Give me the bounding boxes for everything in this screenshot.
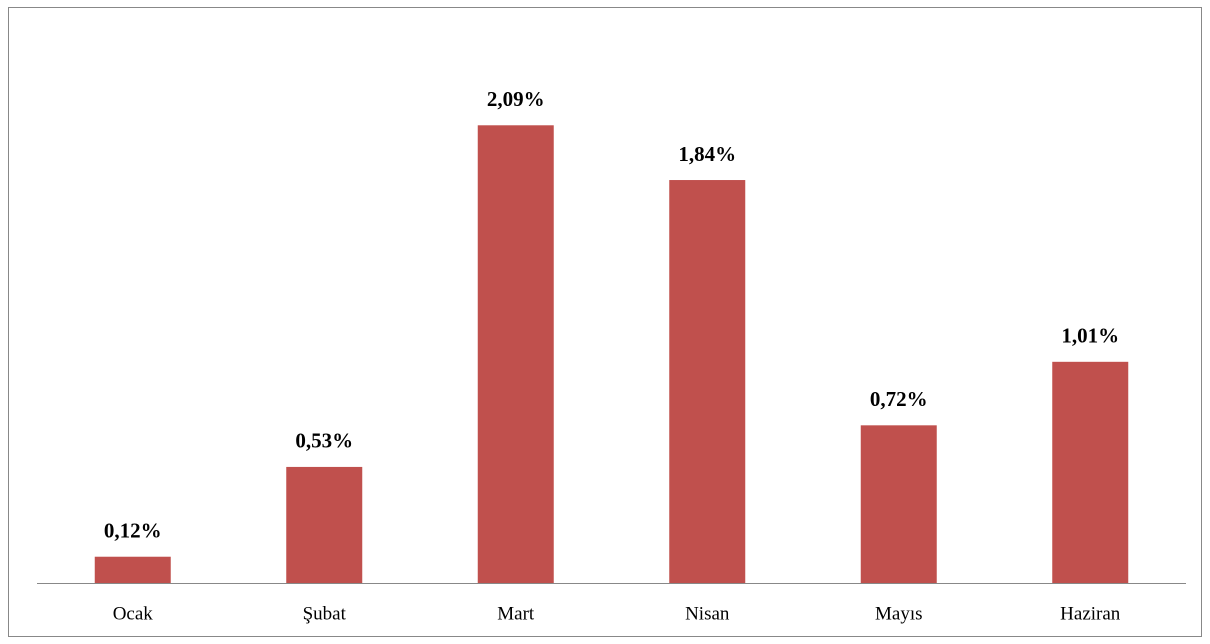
x-tick-label: Mayıs: [875, 603, 923, 624]
value-label: 0,72%: [870, 387, 928, 411]
value-label: 0,12%: [104, 519, 162, 543]
x-tick-label: Ocak: [113, 603, 154, 624]
x-tick-label: Mart: [497, 603, 535, 624]
bar: [477, 125, 554, 583]
bar: [94, 556, 171, 583]
bar: [286, 466, 363, 583]
x-tick-label: Nisan: [685, 603, 730, 624]
value-label: 0,53%: [295, 429, 353, 453]
bar: [1052, 361, 1129, 583]
value-label: 1,84%: [678, 142, 736, 166]
bar: [669, 180, 746, 584]
x-tick-label: Şubat: [303, 603, 347, 624]
value-label: 1,01%: [1061, 324, 1119, 348]
bar: [860, 425, 937, 583]
chart-frame: [8, 7, 1202, 637]
x-tick-label: Haziran: [1060, 603, 1121, 624]
value-label: 2,09%: [487, 87, 545, 111]
